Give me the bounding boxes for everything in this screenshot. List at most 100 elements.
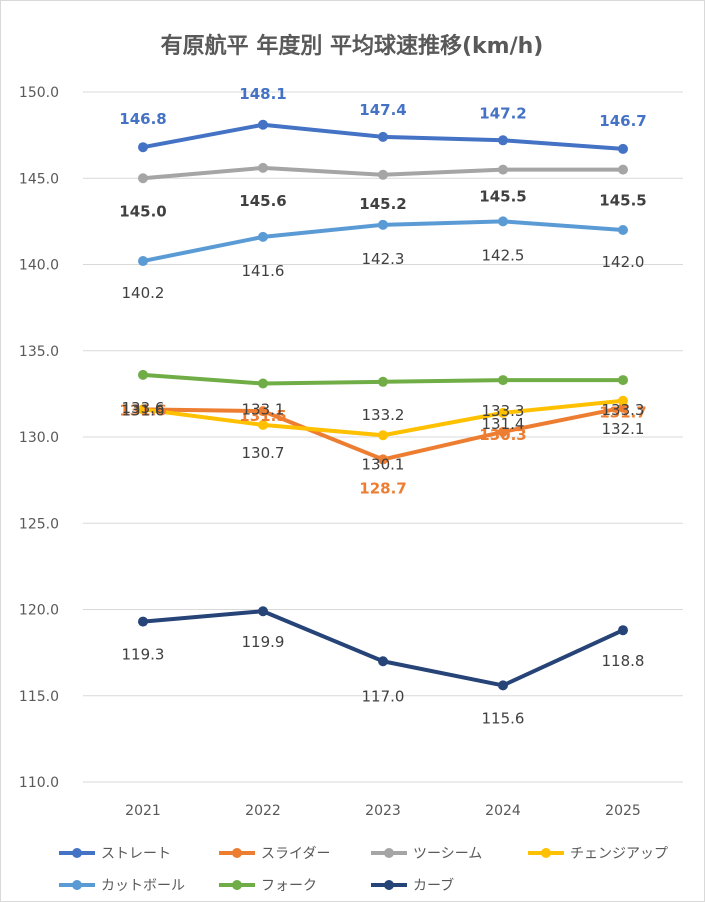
y-tick-label: 120.0: [19, 603, 59, 619]
data-label: 133.3: [482, 402, 525, 420]
data-point: [618, 164, 628, 175]
data-point: [498, 426, 508, 437]
data-point: [258, 162, 268, 173]
data-label: 131.7: [599, 404, 646, 422]
legend-marker: [72, 848, 82, 858]
legend-label: カットボール: [101, 878, 185, 894]
data-point: [618, 625, 628, 636]
data-label: 140.2: [122, 284, 165, 302]
data-label: 128.7: [359, 479, 406, 497]
data-point: [138, 142, 148, 153]
data-point: [138, 173, 148, 184]
x-tick-label: 2024: [485, 803, 521, 819]
data-point: [138, 369, 148, 380]
data-point: [378, 656, 388, 667]
x-axis: 2021 2022 2023 2024 2025: [125, 803, 641, 819]
data-label: 148.1: [239, 85, 286, 103]
legend-label: カーブ: [413, 877, 454, 894]
data-point: [378, 131, 388, 142]
data-point: [618, 375, 628, 386]
data-point: [138, 404, 148, 415]
legend-item: フォーク: [219, 878, 317, 894]
data-label: 133.2: [362, 406, 405, 424]
legend-item: カットボール: [59, 878, 185, 894]
y-tick-label: 125.0: [19, 516, 59, 532]
data-point: [378, 376, 388, 387]
series-4: [138, 395, 628, 441]
data-point: [258, 378, 268, 389]
data-label: 145.2: [359, 195, 406, 213]
data-label: 117.0: [362, 687, 405, 705]
data-label: 118.8: [602, 652, 645, 670]
data-label: 145.5: [599, 192, 646, 210]
data-point: [498, 216, 508, 227]
legend-label: ストレート: [101, 846, 171, 862]
data-label: 130.3: [479, 426, 526, 444]
y-tick-label: 140.0: [19, 258, 59, 274]
series-3: [138, 162, 628, 184]
y-tick-label: 115.0: [19, 689, 59, 705]
series-line: [141, 609, 625, 688]
series-6: [138, 369, 628, 389]
data-label: 141.6: [242, 262, 285, 280]
data-labels: 146.8 148.1 147.4 147.2 146.7 131.6 131.5 128.7…: [119, 85, 646, 728]
data-point: [618, 143, 628, 154]
data-label: 130.7: [242, 444, 285, 462]
legend-marker: [72, 880, 82, 890]
legend-item: チェンジアップ: [528, 846, 668, 862]
data-label: 131.4: [482, 415, 525, 433]
data-point: [378, 454, 388, 465]
legend-item: ストレート: [59, 846, 171, 862]
data-point: [618, 225, 628, 235]
series-lines: [138, 119, 628, 691]
data-label: 145.0: [119, 202, 166, 220]
data-label: 146.8: [119, 110, 166, 128]
series-1: [138, 119, 628, 154]
series-5: [138, 216, 628, 267]
data-label: 133.1: [242, 401, 285, 419]
data-point: [138, 256, 148, 267]
legend-label: ツーシーム: [413, 846, 482, 862]
legend-item: カーブ: [371, 877, 454, 894]
data-label: 142.3: [362, 250, 405, 268]
data-label: 131.6: [122, 401, 165, 419]
y-tick-label: 110.0: [19, 775, 59, 791]
legend-marker: [541, 848, 551, 858]
data-point: [138, 616, 148, 627]
data-label: 119.9: [242, 633, 285, 651]
chart-title: 有原航平 年度別 平均球速推移(km/h): [161, 33, 544, 59]
data-label: 130.1: [362, 455, 405, 473]
data-point: [378, 169, 388, 180]
data-label: 119.3: [122, 646, 165, 664]
legend-marker: [232, 880, 242, 890]
data-label: 132.1: [602, 420, 645, 438]
data-label: 131.5: [239, 407, 286, 425]
data-label: 147.4: [359, 101, 406, 119]
y-tick-label: 130.0: [19, 430, 59, 446]
data-label: 133.3: [602, 401, 645, 419]
data-label: 115.6: [482, 709, 525, 727]
legend-item: ツーシーム: [371, 846, 482, 862]
data-point: [258, 406, 268, 417]
data-label: 146.7: [599, 112, 646, 130]
x-tick-label: 2023: [365, 803, 401, 819]
y-axis: 110.0 115.0 120.0 125.0 130.0 135.0 140.0 145.0…: [19, 85, 59, 791]
data-point: [498, 407, 508, 418]
data-point: [378, 430, 388, 441]
data-label: 131.6: [119, 401, 166, 419]
data-point: [258, 231, 268, 242]
series-7: [138, 606, 628, 691]
x-tick-label: 2021: [125, 803, 161, 819]
y-tick-label: 145.0: [19, 171, 59, 187]
data-label: 145.6: [239, 192, 286, 210]
data-label: 147.2: [479, 104, 526, 122]
data-point: [378, 219, 388, 230]
data-point: [498, 164, 508, 175]
data-point: [498, 680, 508, 691]
legend-marker: [384, 880, 394, 890]
data-label: 142.0: [602, 253, 645, 271]
data-point: [498, 135, 508, 146]
